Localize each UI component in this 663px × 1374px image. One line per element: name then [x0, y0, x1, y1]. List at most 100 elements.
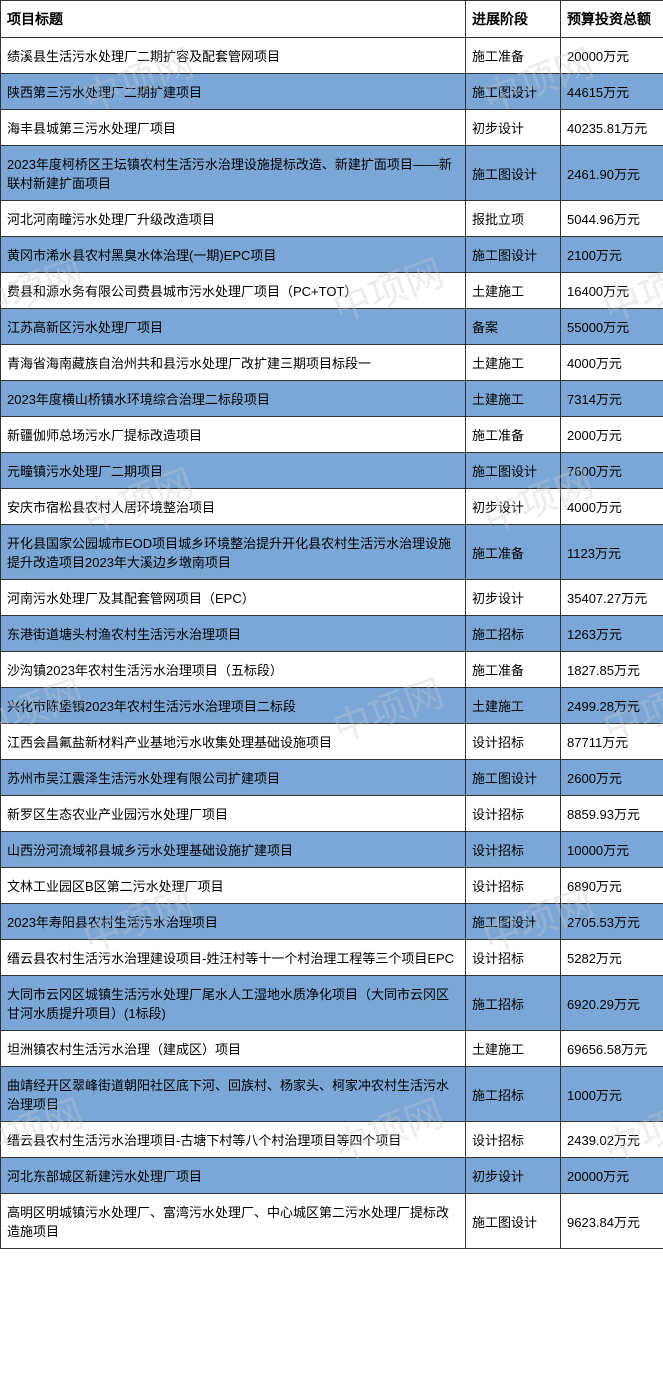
table-row: 兴化市陈堡镇2023年农村生活污水治理项目二标段土建施工2499.28万元 [1, 688, 663, 724]
cell-budget: 6890万元 [561, 868, 663, 904]
cell-title: 河南污水处理厂及其配套管网项目（EPC） [1, 580, 466, 616]
table-row: 江苏高新区污水处理厂项目备案55000万元 [1, 309, 663, 345]
cell-budget: 69656.58万元 [561, 1031, 663, 1067]
cell-title: 2023年寿阳县农村生活污水治理项目 [1, 904, 466, 940]
cell-title: 元疃镇污水处理厂二期项目 [1, 453, 466, 489]
cell-stage: 施工图设计 [466, 904, 561, 940]
cell-budget: 7600万元 [561, 453, 663, 489]
cell-budget: 2100万元 [561, 237, 663, 273]
cell-stage: 初步设计 [466, 580, 561, 616]
cell-budget: 55000万元 [561, 309, 663, 345]
cell-title: 缙云县农村生活污水治理项目-古塘下村等八个村治理项目等四个项目 [1, 1122, 466, 1158]
cell-stage: 初步设计 [466, 489, 561, 525]
cell-budget: 16400万元 [561, 273, 663, 309]
cell-title: 2023年度柯桥区王坛镇农村生活污水治理设施提标改造、新建扩面项目——新联村新建… [1, 146, 466, 201]
table-row: 陕西第三污水处理厂二期扩建项目施工图设计44615万元 [1, 74, 663, 110]
cell-title: 沙沟镇2023年农村生活污水治理项目（五标段） [1, 652, 466, 688]
cell-title: 高明区明城镇污水处理厂、富湾污水处理厂、中心城区第二污水处理厂提标改造施项目 [1, 1194, 466, 1249]
cell-title: 山西汾河流域祁县城乡污水处理基础设施扩建项目 [1, 832, 466, 868]
table-row: 苏州市吴江震泽生活污水处理有限公司扩建项目施工图设计2600万元 [1, 760, 663, 796]
cell-stage: 设计招标 [466, 1122, 561, 1158]
cell-title: 大同市云冈区城镇生活污水处理厂尾水人工湿地水质净化项目（大同市云冈区甘河水质提升… [1, 976, 466, 1031]
header-title: 项目标题 [1, 1, 466, 38]
cell-title: 曲靖经开区翠峰街道朝阳社区底下河、回族村、杨家头、柯家冲农村生活污水治理项目 [1, 1067, 466, 1122]
cell-stage: 施工准备 [466, 525, 561, 580]
cell-title: 新疆伽师总场污水厂提标改造项目 [1, 417, 466, 453]
projects-table: 项目标题 进展阶段 预算投资总额 绩溪县生活污水处理厂二期扩容及配套管网项目施工… [0, 0, 663, 1249]
cell-stage: 施工图设计 [466, 237, 561, 273]
table-row: 河南污水处理厂及其配套管网项目（EPC）初步设计35407.27万元 [1, 580, 663, 616]
header-budget: 预算投资总额 [561, 1, 663, 38]
table-row: 高明区明城镇污水处理厂、富湾污水处理厂、中心城区第二污水处理厂提标改造施项目施工… [1, 1194, 663, 1249]
table-row: 曲靖经开区翠峰街道朝阳社区底下河、回族村、杨家头、柯家冲农村生活污水治理项目施工… [1, 1067, 663, 1122]
table-row: 安庆市宿松县农村人居环境整治项目初步设计4000万元 [1, 489, 663, 525]
table-row: 缙云县农村生活污水治理建设项目-姓汪村等十一个村治理工程等三个项目EPC设计招标… [1, 940, 663, 976]
table-row: 缙云县农村生活污水治理项目-古塘下村等八个村治理项目等四个项目设计招标2439.… [1, 1122, 663, 1158]
cell-title: 2023年度横山桥镇水环境综合治理二标段项目 [1, 381, 466, 417]
cell-stage: 备案 [466, 309, 561, 345]
cell-title: 东港街道塘头村渔农村生活污水治理项目 [1, 616, 466, 652]
table-row: 坦洲镇农村生活污水治理（建成区）项目土建施工69656.58万元 [1, 1031, 663, 1067]
cell-budget: 2600万元 [561, 760, 663, 796]
table-row: 新疆伽师总场污水厂提标改造项目施工准备2000万元 [1, 417, 663, 453]
table-row: 元疃镇污水处理厂二期项目施工图设计7600万元 [1, 453, 663, 489]
cell-stage: 施工图设计 [466, 760, 561, 796]
table-row: 新罗区生态农业产业园污水处理厂项目设计招标8859.93万元 [1, 796, 663, 832]
cell-title: 缙云县农村生活污水治理建设项目-姓汪村等十一个村治理工程等三个项目EPC [1, 940, 466, 976]
cell-stage: 施工图设计 [466, 74, 561, 110]
cell-stage: 土建施工 [466, 381, 561, 417]
cell-stage: 初步设计 [466, 110, 561, 146]
cell-stage: 初步设计 [466, 1158, 561, 1194]
table-row: 2023年度横山桥镇水环境综合治理二标段项目土建施工7314万元 [1, 381, 663, 417]
cell-budget: 9623.84万元 [561, 1194, 663, 1249]
cell-stage: 施工招标 [466, 976, 561, 1031]
cell-budget: 2705.53万元 [561, 904, 663, 940]
table-row: 大同市云冈区城镇生活污水处理厂尾水人工湿地水质净化项目（大同市云冈区甘河水质提升… [1, 976, 663, 1031]
cell-stage: 施工招标 [466, 616, 561, 652]
table-row: 绩溪县生活污水处理厂二期扩容及配套管网项目施工准备20000万元 [1, 38, 663, 74]
cell-budget: 2000万元 [561, 417, 663, 453]
table-row: 沙沟镇2023年农村生活污水治理项目（五标段）施工准备1827.85万元 [1, 652, 663, 688]
cell-stage: 施工图设计 [466, 1194, 561, 1249]
cell-stage: 土建施工 [466, 688, 561, 724]
cell-budget: 4000万元 [561, 489, 663, 525]
cell-title: 陕西第三污水处理厂二期扩建项目 [1, 74, 466, 110]
cell-budget: 1827.85万元 [561, 652, 663, 688]
cell-budget: 8859.93万元 [561, 796, 663, 832]
cell-stage: 设计招标 [466, 724, 561, 760]
cell-title: 苏州市吴江震泽生活污水处理有限公司扩建项目 [1, 760, 466, 796]
cell-stage: 施工图设计 [466, 146, 561, 201]
table-container: 项目标题 进展阶段 预算投资总额 绩溪县生活污水处理厂二期扩容及配套管网项目施工… [0, 0, 663, 1249]
table-row: 黄冈市浠水县农村黑臭水体治理(一期)EPC项目施工图设计2100万元 [1, 237, 663, 273]
cell-stage: 施工准备 [466, 652, 561, 688]
cell-title: 江苏高新区污水处理厂项目 [1, 309, 466, 345]
cell-title: 河北东部城区新建污水处理厂项目 [1, 1158, 466, 1194]
table-header-row: 项目标题 进展阶段 预算投资总额 [1, 1, 663, 38]
cell-title: 费县和源水务有限公司费县城市污水处理厂项目（PC+TOT） [1, 273, 466, 309]
cell-budget: 2499.28万元 [561, 688, 663, 724]
table-row: 海丰县城第三污水处理厂项目初步设计40235.81万元 [1, 110, 663, 146]
cell-budget: 20000万元 [561, 38, 663, 74]
cell-title: 海丰县城第三污水处理厂项目 [1, 110, 466, 146]
table-row: 2023年度柯桥区王坛镇农村生活污水治理设施提标改造、新建扩面项目——新联村新建… [1, 146, 663, 201]
table-row: 东港街道塘头村渔农村生活污水治理项目施工招标1263万元 [1, 616, 663, 652]
cell-title: 青海省海南藏族自治州共和县污水处理厂改扩建三期项目标段一 [1, 345, 466, 381]
cell-budget: 4000万元 [561, 345, 663, 381]
cell-title: 文林工业园区B区第二污水处理厂项目 [1, 868, 466, 904]
cell-budget: 2461.90万元 [561, 146, 663, 201]
cell-title: 安庆市宿松县农村人居环境整治项目 [1, 489, 466, 525]
cell-stage: 土建施工 [466, 1031, 561, 1067]
table-row: 2023年寿阳县农村生活污水治理项目施工图设计2705.53万元 [1, 904, 663, 940]
cell-title: 江西会昌氟盐新材料产业基地污水收集处理基础设施项目 [1, 724, 466, 760]
cell-budget: 40235.81万元 [561, 110, 663, 146]
cell-budget: 10000万元 [561, 832, 663, 868]
cell-budget: 6920.29万元 [561, 976, 663, 1031]
table-row: 青海省海南藏族自治州共和县污水处理厂改扩建三期项目标段一土建施工4000万元 [1, 345, 663, 381]
cell-stage: 土建施工 [466, 273, 561, 309]
cell-title: 新罗区生态农业产业园污水处理厂项目 [1, 796, 466, 832]
cell-stage: 施工准备 [466, 38, 561, 74]
cell-title: 开化县国家公园城市EOD项目城乡环境整治提升开化县农村生活污水治理设施提升改造项… [1, 525, 466, 580]
cell-stage: 施工招标 [466, 1067, 561, 1122]
table-row: 山西汾河流域祁县城乡污水处理基础设施扩建项目设计招标10000万元 [1, 832, 663, 868]
cell-stage: 设计招标 [466, 832, 561, 868]
